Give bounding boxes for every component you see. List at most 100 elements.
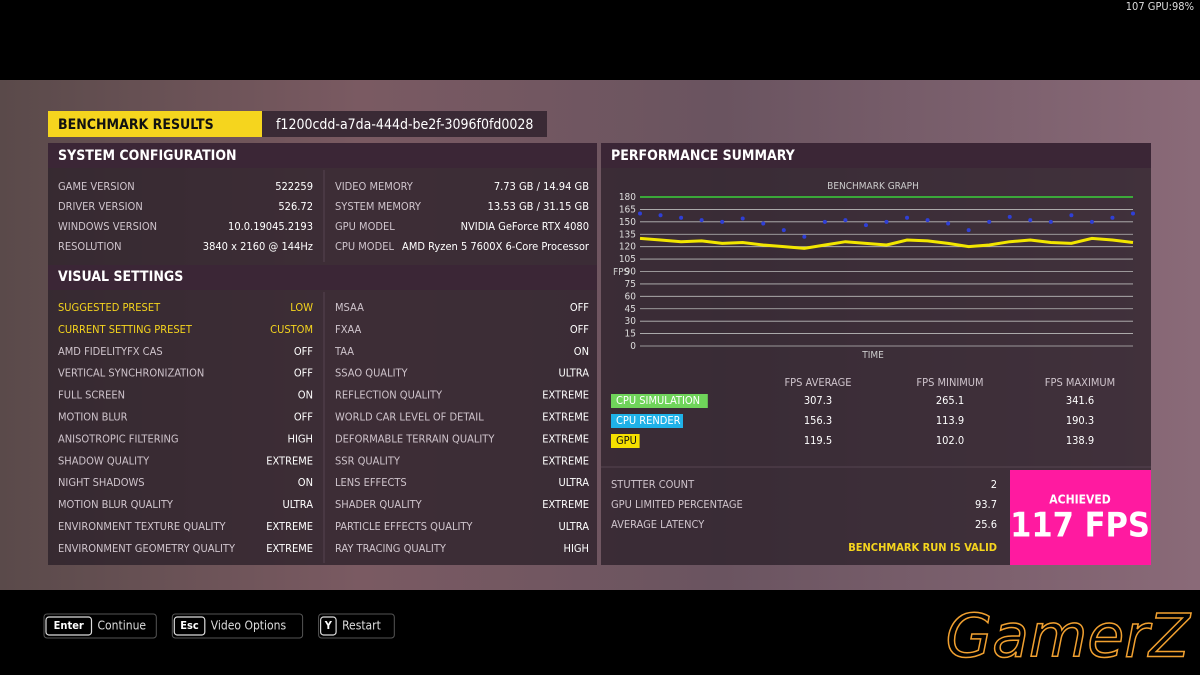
data-point (1007, 214, 1012, 219)
setting-label: NIGHT SHADOWS (58, 476, 145, 489)
run-id: f1200cdd-a7da-444d-be2f-3096f0fd0028 (276, 117, 533, 133)
setting-label: WORLD CAR LEVEL OF DETAIL (335, 411, 484, 424)
column-header: FPS MAXIMUM (1045, 376, 1115, 389)
setting-label: GAME VERSION (58, 180, 135, 193)
setting-label: LENS EFFECTS (335, 476, 407, 489)
setting-value: HIGH (564, 542, 589, 555)
setting-value: OFF (294, 367, 313, 380)
setting-label: ENVIRONMENT GEOMETRY QUALITY (58, 542, 236, 555)
key-hint[interactable]: Enter Continue (43, 613, 157, 639)
y-tick-label: 120 (619, 242, 636, 253)
data-point (781, 228, 786, 233)
setting-value: EXTREME (266, 454, 313, 467)
setting-label: FXAA (335, 323, 362, 336)
section-title: VISUAL SETTINGS (58, 269, 183, 285)
data-point (822, 219, 827, 224)
key-hint[interactable]: Y Restart (318, 613, 395, 639)
x-axis-label: TIME (861, 350, 884, 361)
column-header: FPS MINIMUM (916, 376, 983, 389)
section-title: SYSTEM CONFIGURATION (58, 148, 237, 164)
data-point (699, 218, 704, 223)
cell: 190.3 (1066, 414, 1094, 427)
section-header (48, 265, 597, 290)
cell: 113.9 (936, 414, 964, 427)
y-tick-label: 180 (619, 192, 636, 203)
cell: 307.3 (804, 394, 832, 407)
cell: 119.5 (804, 434, 832, 447)
section-header (48, 143, 597, 168)
setting-label: DEFORMABLE TERRAIN QUALITY (335, 432, 495, 445)
setting-value: 526.72 (278, 200, 313, 213)
setting-label: AVERAGE LATENCY (611, 518, 705, 531)
data-point (679, 215, 684, 220)
setting-label: AMD FIDELITYFX CAS (58, 345, 163, 358)
setting-value: EXTREME (266, 520, 313, 533)
setting-value: ULTRA (283, 498, 314, 511)
setting-value: EXTREME (542, 389, 589, 402)
setting-value: OFF (570, 301, 589, 314)
setting-label: RAY TRACING QUALITY (335, 542, 447, 555)
hint-label: Restart (342, 619, 381, 633)
data-point (1069, 213, 1074, 218)
setting-value: AMD Ryzen 5 7600X 6-Core Processor (402, 240, 590, 253)
setting-label: DRIVER VERSION (58, 200, 143, 213)
setting-label: SUGGESTED PRESET (58, 301, 161, 314)
watermark: GamerZ (946, 602, 1192, 672)
cell: 341.6 (1066, 394, 1094, 407)
y-tick-label: 30 (625, 316, 637, 327)
data-point (905, 215, 910, 220)
setting-label: FULL SCREEN (58, 389, 125, 402)
y-tick-label: 150 (619, 217, 636, 228)
legend-badge (611, 434, 640, 448)
y-tick-label: 75 (625, 279, 636, 290)
achieved-label: ACHIEVED (1049, 493, 1110, 507)
data-point (658, 213, 663, 218)
setting-value: 25.6 (975, 518, 997, 531)
setting-value: 7.73 GB / 14.94 GB (494, 180, 589, 193)
setting-label: MOTION BLUR (58, 411, 128, 424)
y-tick-label: 0 (630, 341, 636, 352)
setting-value: EXTREME (542, 454, 589, 467)
key-hint[interactable]: Esc Video Options (171, 613, 304, 639)
page-title: BENCHMARK RESULTS (58, 117, 214, 133)
setting-label: SHADOW QUALITY (58, 454, 150, 467)
data-point (946, 221, 951, 226)
key-box (173, 616, 206, 636)
data-point (966, 228, 971, 233)
key-box (45, 616, 93, 636)
key-box (320, 616, 337, 636)
left-panel (48, 143, 597, 565)
hint-label: Video Options (211, 619, 287, 633)
setting-label: SSAO QUALITY (335, 367, 409, 380)
data-point (720, 219, 725, 224)
setting-value: ON (574, 345, 589, 358)
data-point (638, 211, 642, 216)
graph-title: BENCHMARK GRAPH (827, 181, 919, 192)
column-header: FPS AVERAGE (784, 376, 851, 389)
data-point (1089, 219, 1094, 224)
valid-note: BENCHMARK RUN IS VALID (848, 541, 997, 554)
setting-label: MSAA (335, 301, 364, 314)
setting-value: OFF (570, 323, 589, 336)
setting-label: REFLECTION QUALITY (335, 389, 443, 402)
setting-value: NVIDIA GeForce RTX 4080 (461, 220, 589, 233)
y-tick-label: 45 (625, 304, 636, 315)
y-tick-label: 165 (619, 204, 636, 215)
hint-frame (43, 613, 157, 639)
setting-value: OFF (294, 345, 313, 358)
setting-label: GPU MODEL (335, 220, 395, 233)
y-tick-label: 15 (625, 329, 636, 340)
setting-label: ENVIRONMENT TEXTURE QUALITY (58, 520, 226, 533)
key-label: Y (324, 619, 333, 632)
cell: 156.3 (804, 414, 832, 427)
data-point (1110, 215, 1115, 220)
data-point (761, 221, 766, 226)
setting-label: WINDOWS VERSION (58, 220, 157, 233)
data-point (1131, 211, 1135, 216)
y-tick-label: 90 (625, 267, 637, 278)
setting-value: ULTRA (559, 476, 590, 489)
setting-label: CPU MODEL (335, 240, 394, 253)
y-tick-label: 135 (619, 229, 636, 240)
setting-value: ULTRA (559, 367, 590, 380)
